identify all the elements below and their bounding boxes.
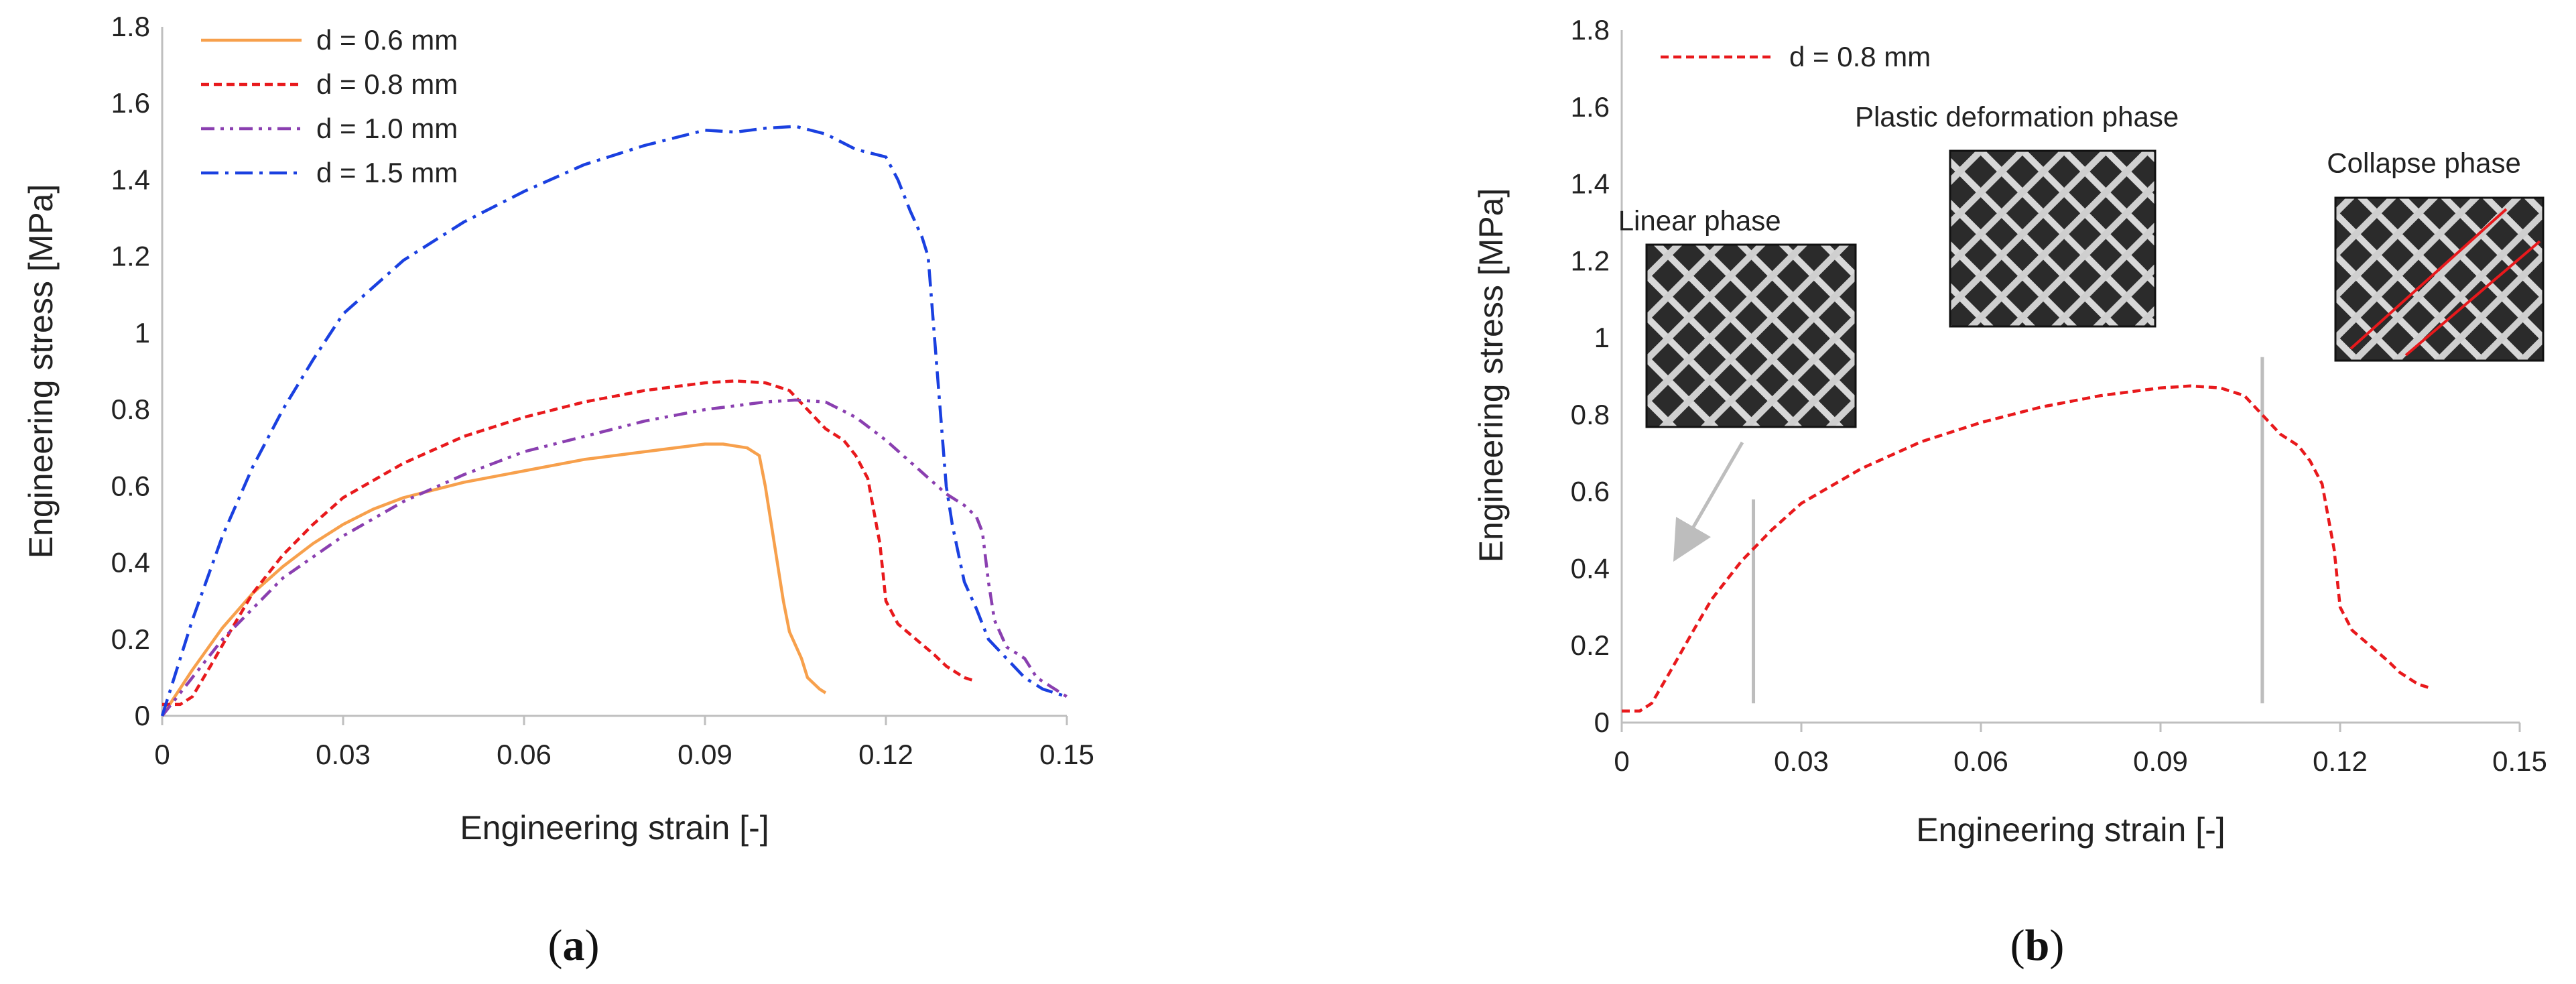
series-line-d-0-8-mm bbox=[1622, 384, 2431, 713]
y-tick-label: 1.4 bbox=[111, 164, 150, 195]
x-axis-label: Engineering strain [-] bbox=[1916, 811, 2225, 849]
x-tick-label: 0.12 bbox=[2313, 745, 2368, 777]
plastic-deformation-photo bbox=[1949, 149, 2156, 328]
x-tick-label: 0.06 bbox=[1953, 745, 2008, 777]
chart-panel-b: 0 0.2 0.4 0.6 0.8 1 1.2 1.4 1.6 1.8 0 0.03 0.06 0.09… bbox=[1472, 14, 2547, 970]
series-line-d-0-6-mm bbox=[161, 442, 827, 717]
panel-label-a: (a) bbox=[548, 921, 600, 970]
y-tick-label: 0 bbox=[1594, 706, 1610, 738]
series-line-d-0-8-mm bbox=[162, 379, 977, 706]
collapse-phase-photo bbox=[2334, 196, 2545, 362]
x-tick-label: 0.15 bbox=[2492, 745, 2547, 777]
panel-label-b: (b) bbox=[2010, 921, 2065, 970]
y-tick-label: 1 bbox=[135, 317, 150, 349]
y-tick-label: 1.6 bbox=[111, 87, 150, 119]
phase-annotation: Linear phase bbox=[1618, 204, 1781, 236]
y-tick-label: 0.2 bbox=[1571, 629, 1610, 661]
y-tick-label: 1 bbox=[1594, 322, 1610, 353]
legend: d = 0.6 mm d = 0.8 mm d = 1.0 mm d = 1.5 mm bbox=[201, 24, 458, 188]
phase-annotation: Collapse phase bbox=[2327, 147, 2521, 178]
y-tick-label: 0.8 bbox=[1571, 399, 1610, 430]
linear-phase-arrow bbox=[1673, 441, 1744, 562]
y-tick-label: 1.2 bbox=[111, 241, 150, 272]
y-tick-label: 1.6 bbox=[1571, 91, 1610, 123]
legend-label: d = 1.5 mm bbox=[316, 157, 458, 188]
chart-panel-a: 0 0.2 0.4 0.6 0.8 1 1.2 1.4 1.6 1.8 0 0.03 0.06 0.09… bbox=[22, 11, 1094, 970]
x-tick-label: 0.03 bbox=[1774, 745, 1829, 777]
y-tick-label: 0.8 bbox=[111, 393, 150, 425]
x-tick-label: 0.06 bbox=[497, 739, 552, 770]
y-axis-label: Engineering stress [MPa] bbox=[1472, 188, 1510, 563]
y-tick-label: 0.6 bbox=[111, 470, 150, 501]
y-tick-label: 0 bbox=[135, 700, 150, 731]
legend-label: d = 0.6 mm bbox=[316, 24, 458, 56]
y-tick-label: 1.8 bbox=[1571, 14, 1610, 46]
x-tick-label: 0.15 bbox=[1039, 739, 1094, 770]
linear-phase-photo bbox=[1645, 243, 1857, 428]
shear-band-line bbox=[2349, 208, 2508, 350]
legend-label: d = 0.8 mm bbox=[316, 68, 458, 100]
legend-label: d = 1.0 mm bbox=[316, 113, 458, 144]
series-line-d-1-0-mm bbox=[161, 398, 1068, 717]
y-tick-label: 1.4 bbox=[1571, 168, 1610, 200]
y-tick-label: 0.6 bbox=[1571, 476, 1610, 507]
x-axis-label: Engineering strain [-] bbox=[460, 809, 769, 847]
x-tick-label: 0 bbox=[1614, 745, 1629, 777]
y-tick-label: 0.4 bbox=[1571, 552, 1610, 584]
legend: d = 0.8 mm bbox=[1661, 41, 1931, 72]
phase-annotation: Plastic deformation phase bbox=[1855, 101, 2179, 132]
x-tick-label: 0 bbox=[154, 739, 170, 770]
x-tick-label: 0.03 bbox=[316, 739, 371, 770]
x-tick-label: 0.09 bbox=[678, 739, 732, 770]
x-tick-label: 0.12 bbox=[858, 739, 913, 770]
y-tick-label: 1.2 bbox=[1571, 245, 1610, 276]
y-tick-label: 0.4 bbox=[111, 547, 150, 578]
x-tick-label: 0.09 bbox=[2133, 745, 2188, 777]
series-line-d-1-5-mm bbox=[160, 125, 1068, 717]
y-tick-label: 1.8 bbox=[111, 11, 150, 42]
y-tick-label: 0.2 bbox=[111, 623, 150, 655]
legend-label: d = 0.8 mm bbox=[1789, 41, 1931, 72]
shear-band-line bbox=[2404, 240, 2541, 357]
y-axis-label: Engineering stress [MPa] bbox=[22, 184, 60, 559]
